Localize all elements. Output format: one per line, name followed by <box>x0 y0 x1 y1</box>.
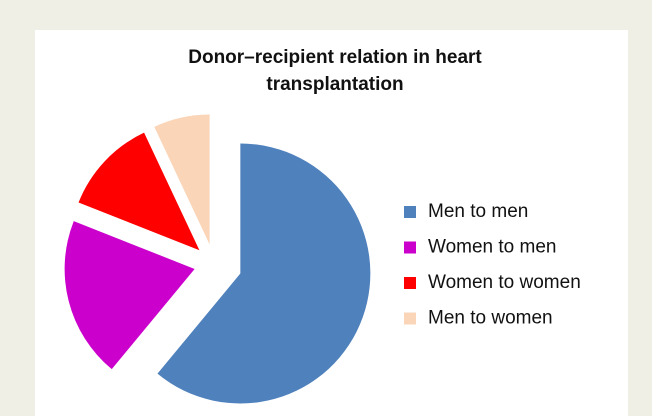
legend-label: Women to men <box>428 237 556 258</box>
legend-swatch <box>404 206 416 218</box>
legend-swatch <box>404 277 416 289</box>
pie-slice <box>78 132 200 251</box>
chart-title: Donor–recipient relation in heart transp… <box>188 47 482 95</box>
pie-slice <box>157 143 371 404</box>
pie-slice <box>154 114 210 245</box>
legend-label: Women to women <box>428 272 581 293</box>
legend-swatch <box>404 241 416 254</box>
legend-label: Men to women <box>428 308 553 329</box>
legend-swatch <box>404 312 416 325</box>
pie-slice <box>64 221 195 370</box>
legend-label: Men to men <box>428 201 528 222</box>
